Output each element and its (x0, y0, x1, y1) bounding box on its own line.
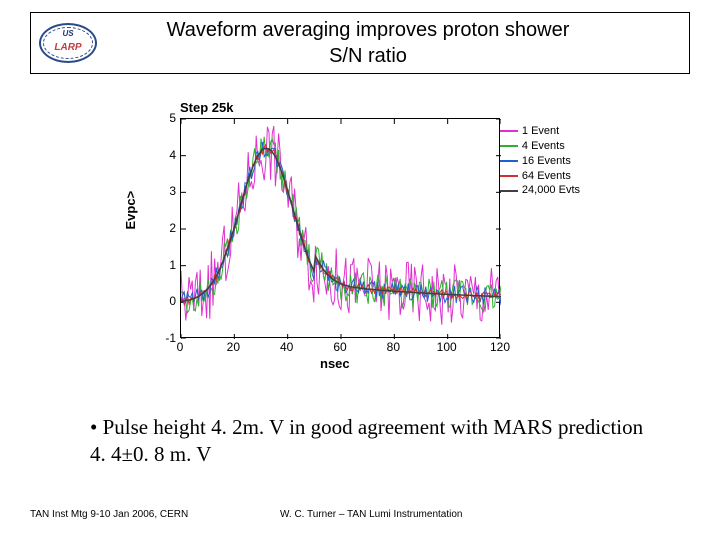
waveform-chart: Step 25k Evpc> nsec -1012345 02040608010… (130, 112, 590, 372)
legend-item: 4 Events (500, 139, 580, 154)
x-tick-label: 100 (435, 340, 459, 354)
title-line1: Waveform averaging improves proton showe… (167, 19, 570, 41)
x-tick-label: 120 (488, 340, 512, 354)
legend-item: 1 Event (500, 124, 580, 139)
legend-item: 16 Events (500, 154, 580, 169)
legend-label: 16 Events (522, 154, 571, 169)
page-title: Waveform averaging improves proton showe… (97, 17, 689, 69)
plot-area (180, 118, 500, 338)
y-tick-label: 1 (158, 258, 176, 272)
legend-swatch (500, 145, 518, 147)
legend-label: 1 Event (522, 124, 559, 139)
plot-svg (181, 119, 501, 339)
y-axis-label: Evpc> (123, 191, 138, 230)
x-axis-label: nsec (320, 356, 350, 371)
y-tick-label: 5 (158, 111, 176, 125)
x-tick-label: 20 (221, 340, 245, 354)
x-tick-label: 60 (328, 340, 352, 354)
y-tick-label: 2 (158, 221, 176, 235)
chart-title: Step 25k (180, 100, 233, 115)
legend-label: 64 Events (522, 169, 571, 184)
legend-label: 24,000 Evts (522, 183, 580, 198)
legend-swatch (500, 175, 518, 177)
y-tick-label: 4 (158, 148, 176, 162)
legend-swatch (500, 130, 518, 132)
title-line2: S/N ratio (329, 45, 407, 67)
header-box: US LARP Waveform averaging improves prot… (30, 12, 690, 74)
legend-label: 4 Events (522, 139, 565, 154)
footer-left: TAN Inst Mtg 9-10 Jan 2006, CERN (30, 509, 188, 520)
x-tick-label: 0 (168, 340, 192, 354)
y-tick-label: 3 (158, 184, 176, 198)
legend-item: 24,000 Evts (500, 183, 580, 198)
y-tick-label: 0 (158, 294, 176, 308)
footer-center: W. C. Turner – TAN Lumi Instrumentation (280, 509, 462, 520)
chart-legend: 1 Event4 Events16 Events64 Events24,000 … (500, 124, 580, 198)
bullet-point: • Pulse height 4. 2m. V in good agreemen… (90, 414, 660, 469)
logo-larp-text: LARP (39, 42, 97, 53)
legend-swatch (500, 190, 518, 192)
larp-logo: US LARP (39, 23, 97, 63)
legend-swatch (500, 160, 518, 162)
logo-us-text: US (39, 29, 97, 38)
x-tick-label: 80 (381, 340, 405, 354)
x-tick-label: 40 (275, 340, 299, 354)
legend-item: 64 Events (500, 169, 580, 184)
